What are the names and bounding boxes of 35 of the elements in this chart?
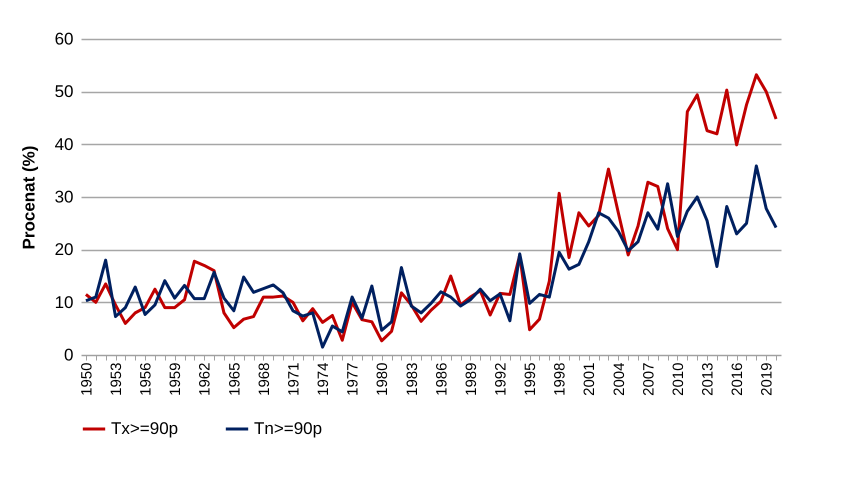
legend-label: Tn>=90p (254, 419, 322, 438)
x-tick-label: 1974 (315, 362, 332, 396)
x-tick-label: 1980 (374, 362, 392, 396)
x-tick-label: 1971 (285, 362, 302, 396)
legend-label: Tx>=90p (111, 419, 178, 438)
x-tick-label: 1986 (433, 362, 450, 396)
y-axis-title: Procenat (%) (20, 146, 39, 250)
x-tick-label: 2001 (581, 362, 598, 396)
x-tick-label: 2013 (700, 362, 717, 396)
x-tick-label: 1998 (552, 362, 569, 396)
x-tick-label: 2016 (729, 362, 746, 396)
x-tick-label: 2010 (670, 362, 687, 396)
x-tick-label: 1950 (78, 362, 96, 396)
x-tick-label: 1953 (108, 362, 126, 396)
x-tick-label: 1992 (492, 362, 510, 396)
x-tick-label: 1956 (138, 362, 155, 396)
y-tick-label: 20 (54, 240, 74, 260)
y-tick-label: 50 (54, 82, 74, 102)
x-tick-label: 1968 (256, 362, 273, 396)
x-tick-label: 1959 (167, 362, 184, 396)
y-tick-label: 10 (54, 292, 74, 312)
y-tick-label: 0 (64, 346, 74, 364)
x-tick-label: 1983 (404, 362, 421, 396)
x-tick-label: 1995 (522, 362, 540, 396)
x-tick-label: 1977 (344, 362, 362, 396)
x-tick-label: 2007 (640, 362, 658, 396)
y-tick-label: 60 (54, 30, 74, 48)
line-series (84, 164, 778, 349)
x-tick-label: 1989 (462, 362, 480, 396)
y-tick-label: 30 (54, 188, 74, 206)
x-tick-label: 1962 (196, 362, 214, 396)
x-tick-label: 2019 (758, 362, 776, 396)
x-tick-label: 1965 (226, 362, 244, 396)
x-tick-label: 2004 (610, 362, 628, 396)
y-tick-label: 40 (54, 134, 74, 154)
